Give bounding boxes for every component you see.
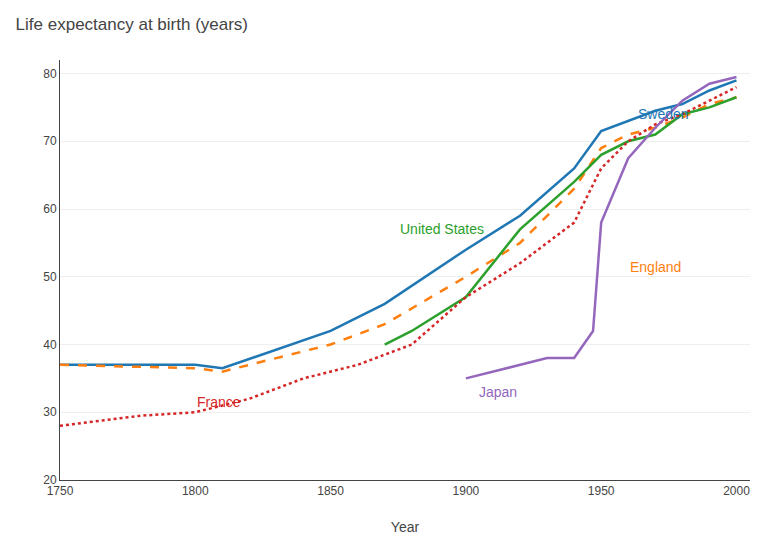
- svg-text:50: 50: [43, 270, 57, 284]
- svg-text:France: France: [197, 394, 241, 410]
- svg-text:60: 60: [43, 202, 57, 216]
- svg-text:1950: 1950: [588, 484, 615, 498]
- svg-text:1900: 1900: [453, 484, 480, 498]
- svg-text:Sweden: Sweden: [638, 106, 689, 122]
- svg-text:80: 80: [43, 67, 57, 81]
- svg-text:30: 30: [43, 405, 57, 419]
- svg-text:United States: United States: [400, 221, 484, 237]
- svg-text:70: 70: [43, 134, 57, 148]
- svg-text:40: 40: [43, 338, 57, 352]
- svg-text:20: 20: [43, 473, 57, 487]
- svg-text:Japan: Japan: [479, 384, 517, 400]
- svg-text:Year: Year: [391, 519, 420, 535]
- svg-text:Life expectancy at birth (year: Life expectancy at birth (years): [16, 15, 248, 34]
- svg-text:1800: 1800: [182, 484, 209, 498]
- svg-text:2000: 2000: [723, 484, 750, 498]
- svg-text:1750: 1750: [47, 484, 74, 498]
- svg-text:England: England: [630, 259, 681, 275]
- svg-text:1850: 1850: [317, 484, 344, 498]
